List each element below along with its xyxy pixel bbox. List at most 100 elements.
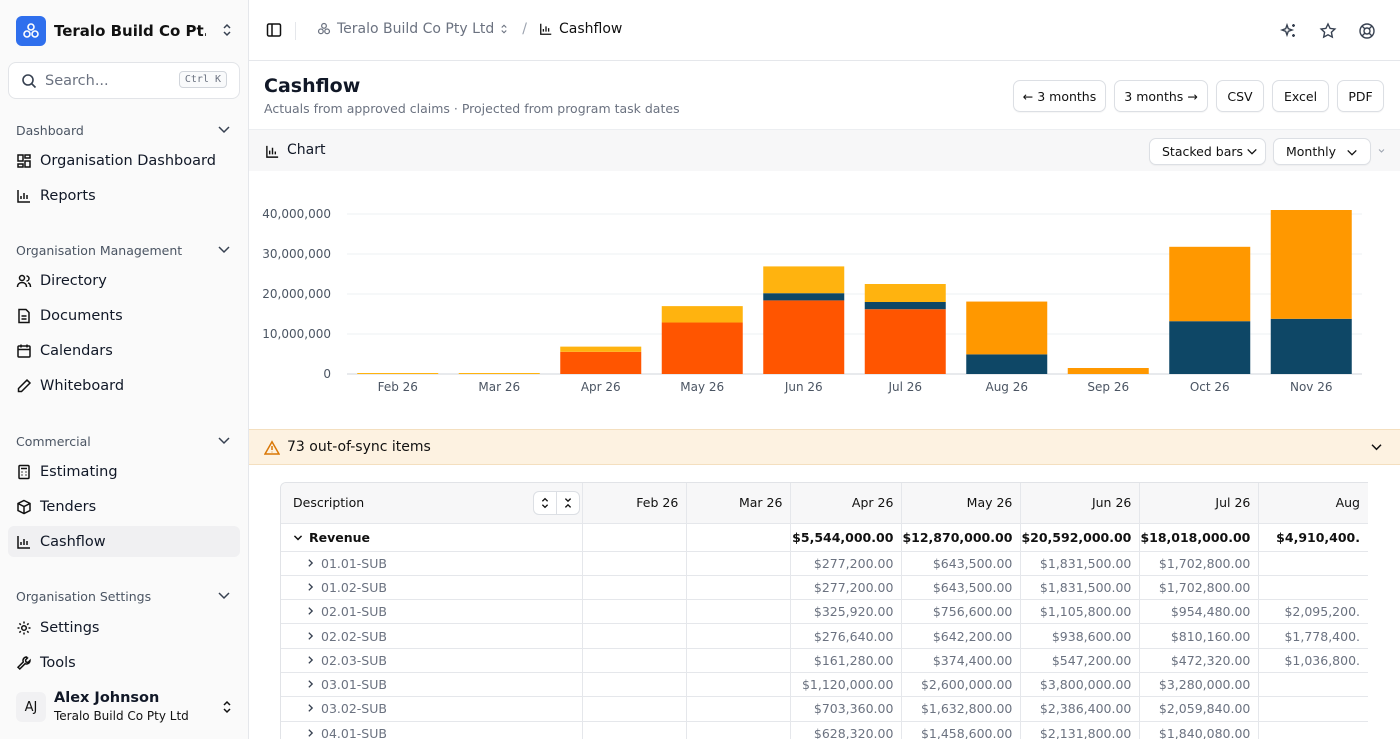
- sidebar-item-label: Estimating: [40, 463, 118, 480]
- table-cell: $1,105,800.00: [1020, 599, 1141, 625]
- csv-button[interactable]: CSV: [1216, 80, 1264, 112]
- collapse-all-icon[interactable]: [557, 492, 579, 514]
- sidebar-item-tenders[interactable]: Tenders: [8, 491, 240, 522]
- out-of-sync-banner[interactable]: 73 out-of-sync items: [249, 429, 1400, 465]
- chevron-down-icon[interactable]: [217, 436, 231, 446]
- table-row[interactable]: 01.02-SUB $277,200.00 $643,500.00 $1,831,50…: [281, 575, 1368, 601]
- chevron-right-icon[interactable]: [307, 728, 314, 738]
- chevron-right-icon[interactable]: [307, 655, 314, 665]
- sidebar-item-label: Documents: [40, 307, 123, 324]
- row-description-cell[interactable]: 02.01-SUB: [281, 599, 584, 625]
- row-code: 02.03-SUB: [321, 652, 387, 668]
- y-tick-label: 40,000,000: [262, 207, 331, 221]
- table-cell: $3,800,000.00: [1020, 672, 1141, 698]
- pdf-button[interactable]: PDF: [1337, 80, 1384, 112]
- expand-all-icon[interactable]: [534, 492, 557, 514]
- x-tick-label: Feb 26: [378, 380, 418, 394]
- sidebar-item-cashflow[interactable]: Cashflow: [8, 526, 240, 557]
- revenue-label-cell[interactable]: Revenue: [281, 523, 584, 552]
- sidebar-item-calendars[interactable]: Calendars: [8, 335, 240, 366]
- sidebar-item-estimating[interactable]: Estimating: [8, 456, 240, 487]
- cashflow-chart: 0 10,000,000 20,000,000 30,000,000 40,000,00…: [249, 171, 1400, 429]
- group-dashboard[interactable]: Dashboard: [16, 123, 84, 138]
- chart-panel-header: Chart Stacked bars Monthly: [249, 129, 1400, 171]
- chart-type-select[interactable]: Stacked bars: [1149, 138, 1266, 165]
- chevron-right-icon[interactable]: [307, 631, 314, 641]
- sidebar-item-label: Directory: [40, 272, 107, 289]
- chevron-right-icon[interactable]: [307, 606, 314, 616]
- search-placeholder: Search...: [45, 72, 109, 89]
- sidebar-item-label: Organisation Dashboard: [40, 152, 216, 169]
- breadcrumb-separator: /: [522, 21, 527, 37]
- chevron-up-down-icon: [222, 22, 232, 42]
- table-row[interactable]: 03.02-SUB $703,360.00 $1,632,800.00 $2,386,…: [281, 696, 1368, 722]
- row-description-cell[interactable]: 03.01-SUB: [281, 672, 584, 698]
- chevron-right-icon[interactable]: [307, 582, 314, 592]
- search-input[interactable]: Search... Ctrl K: [8, 62, 240, 99]
- chart-bar-segment: [1169, 321, 1251, 374]
- table-row[interactable]: 02.01-SUB $325,920.00 $756,600.00 $1,105,80…: [281, 599, 1368, 625]
- help-circle-icon[interactable]: [1358, 22, 1376, 44]
- sidebar-item-documents[interactable]: Documents: [8, 300, 240, 331]
- x-tick-label: Jul 26: [887, 380, 922, 394]
- chevron-up-down-icon[interactable]: [500, 23, 508, 35]
- table-row[interactable]: 03.01-SUB $1,120,000.00 $2,600,000.00 $3,80…: [281, 672, 1368, 698]
- prev-3-months-button[interactable]: ← 3 months: [1013, 80, 1106, 112]
- month-header: Jun 26: [1020, 483, 1141, 524]
- month-header: Jul 26: [1139, 483, 1260, 524]
- chevron-down-icon[interactable]: [1378, 148, 1385, 154]
- row-description-cell[interactable]: 01.01-SUB: [281, 551, 584, 576]
- table-header-row: Description Feb 26 Mar 26: [281, 483, 1368, 524]
- chevron-right-icon[interactable]: [307, 679, 314, 689]
- sidebar-item-whiteboard[interactable]: Whiteboard: [8, 370, 240, 401]
- sidebar-item-directory[interactable]: Directory: [8, 265, 240, 296]
- user-menu[interactable]: AJ Alex Johnson Teralo Build Co Pty Ltd: [16, 688, 240, 730]
- search-shortcut: Ctrl K: [178, 71, 227, 88]
- sidebar-item-tools[interactable]: Tools: [8, 647, 240, 678]
- period-select[interactable]: Monthly: [1273, 138, 1371, 165]
- row-description-cell[interactable]: 01.02-SUB: [281, 575, 584, 601]
- revenue-row[interactable]: Revenue $5,544,000.00 $12,870,000.00 $20,59…: [281, 523, 1368, 552]
- chart-bar-segment: [763, 266, 845, 294]
- org-switcher[interactable]: Teralo Build Co Pt...: [16, 16, 240, 46]
- breadcrumb-org[interactable]: Teralo Build Co Pty Ltd: [337, 21, 495, 37]
- table-cell: [582, 551, 688, 576]
- month-header: Mar 26: [686, 483, 792, 524]
- month-header: Apr 26: [790, 483, 903, 524]
- chart-bar-segment: [560, 346, 642, 352]
- sparkles-icon[interactable]: [1279, 22, 1298, 44]
- row-description-cell[interactable]: 03.02-SUB: [281, 696, 584, 722]
- chevron-down-icon[interactable]: [293, 534, 303, 542]
- table-row[interactable]: 02.03-SUB $161,280.00 $374,400.00 $547,200.…: [281, 648, 1368, 673]
- chevron-down-icon[interactable]: [217, 245, 231, 255]
- chevron-right-icon[interactable]: [307, 703, 314, 713]
- sidebar-item-organisation-dashboard[interactable]: Organisation Dashboard: [8, 145, 240, 176]
- table-row[interactable]: 01.01-SUB $277,200.00 $643,500.00 $1,831,50…: [281, 551, 1368, 576]
- next-3-months-button[interactable]: 3 months →: [1114, 80, 1208, 112]
- table-row[interactable]: 02.02-SUB $276,640.00 $642,200.00 $938,600.…: [281, 623, 1368, 649]
- breadcrumb: Teralo Build Co Pty Ltd / Cashflow: [317, 21, 622, 37]
- sidebar-item-label: Reports: [40, 187, 96, 204]
- table-cell: $1,702,800.00: [1139, 575, 1260, 601]
- star-icon[interactable]: [1319, 22, 1337, 44]
- table-cell: $2,600,000.00: [901, 672, 1022, 698]
- chevron-down-icon[interactable]: [217, 591, 231, 601]
- table-row[interactable]: 04.01-SUB $628,320.00 $1,458,600.00 $2,131,…: [281, 721, 1368, 739]
- table-cell: $1,036,800.: [1258, 648, 1368, 673]
- chevron-right-icon[interactable]: [307, 558, 314, 568]
- row-description-cell[interactable]: 04.01-SUB: [281, 721, 584, 739]
- sidebar-item-reports[interactable]: Reports: [8, 180, 240, 211]
- calculator-icon: [18, 464, 30, 479]
- group-commercial[interactable]: Commercial: [16, 434, 91, 449]
- chevron-down-icon[interactable]: [1370, 443, 1383, 452]
- excel-button[interactable]: Excel: [1272, 80, 1329, 112]
- group-organisation-settings[interactable]: Organisation Settings: [16, 589, 152, 604]
- chevron-down-icon[interactable]: [217, 125, 231, 135]
- group-organisation-management[interactable]: Organisation Management: [16, 243, 183, 258]
- sidebar-item-settings[interactable]: Settings: [8, 612, 240, 643]
- row-description-cell[interactable]: 02.02-SUB: [281, 623, 584, 649]
- table-cell: [686, 623, 792, 649]
- row-description-cell[interactable]: 02.03-SUB: [281, 648, 584, 673]
- chart-icon: [540, 23, 552, 35]
- sidebar-toggle-icon[interactable]: [266, 22, 282, 42]
